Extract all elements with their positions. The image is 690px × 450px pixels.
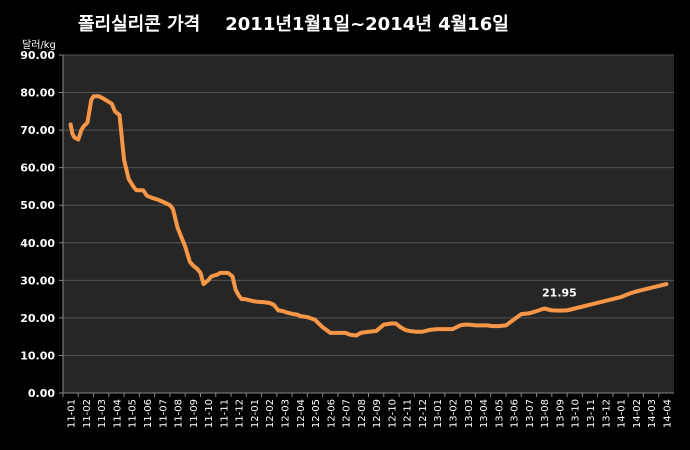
data-label: 21.95	[542, 287, 577, 300]
x-tick-label: 11-12	[235, 399, 246, 428]
x-tick-label: 11-03	[97, 399, 108, 428]
y-tick-label: 30.00	[20, 274, 55, 287]
y-axis-unit-label: 달러/kg	[22, 40, 56, 51]
x-tick-label: 14-02	[632, 399, 643, 428]
y-tick-label: 10.00	[20, 349, 55, 362]
x-tick-label: 13-03	[464, 399, 475, 428]
x-tick-label: 11-02	[82, 399, 93, 428]
x-tick-label: 13-01	[433, 399, 444, 428]
x-tick-label: 13-11	[586, 399, 597, 428]
x-tick-label: 11-07	[158, 399, 169, 428]
x-tick-label: 12-02	[265, 399, 276, 428]
x-tick-label: 13-05	[494, 399, 505, 428]
x-tick-label: 13-07	[525, 399, 536, 428]
x-tick-label: 11-05	[128, 399, 139, 428]
series-line	[68, 94, 669, 338]
y-tick-label: 0.00	[28, 387, 55, 400]
x-tick-label: 13-06	[510, 399, 521, 428]
x-tick-label: 11-11	[219, 399, 230, 428]
chart-title: 폴리실리콘 가격 2011년1월1일~2014년 4월16일	[78, 14, 509, 35]
x-tick-label: 14-01	[617, 399, 628, 428]
x-tick-label: 11-10	[204, 399, 215, 428]
y-tick-label: 70.00	[20, 124, 55, 137]
y-tick-label: 90.00	[20, 49, 55, 62]
x-tick-label: 12-12	[418, 399, 429, 428]
x-tick-label: 12-08	[357, 399, 368, 428]
x-tick-label: 12-05	[311, 399, 322, 428]
x-tick-label: 13-04	[479, 399, 490, 428]
y-tick-label: 50.00	[20, 199, 55, 212]
x-tick-label: 11-04	[112, 399, 123, 428]
y-tick-label: 20.00	[20, 312, 55, 325]
plot-area	[63, 55, 674, 393]
x-tick-label: 13-09	[555, 399, 566, 428]
x-tick-label: 13-10	[571, 399, 582, 428]
x-tick-label: 12-10	[387, 399, 398, 428]
x-tick-label: 11-01	[67, 399, 78, 428]
x-tick-label: 12-03	[280, 399, 291, 428]
x-tick-label: 11-08	[174, 399, 185, 428]
x-tick-label: 12-01	[250, 399, 261, 428]
x-tick-label: 11-06	[143, 399, 154, 428]
x-tick-label: 12-09	[372, 399, 383, 428]
x-tick-label: 14-04	[662, 399, 673, 428]
x-tick-label: 12-07	[342, 399, 353, 428]
y-tick-label: 40.00	[20, 237, 55, 250]
x-tick-label: 13-12	[601, 399, 612, 428]
x-tick-label: 13-02	[449, 399, 460, 428]
x-tick-label: 11-09	[189, 399, 200, 428]
x-tick-label: 13-08	[540, 399, 551, 428]
y-tick-label: 60.00	[20, 162, 55, 175]
y-tick-label: 80.00	[20, 87, 55, 100]
x-tick-label: 14-03	[647, 399, 658, 428]
x-tick-label: 12-04	[296, 399, 307, 428]
x-tick-label: 12-11	[403, 399, 414, 428]
x-tick-label: 12-06	[326, 399, 337, 428]
